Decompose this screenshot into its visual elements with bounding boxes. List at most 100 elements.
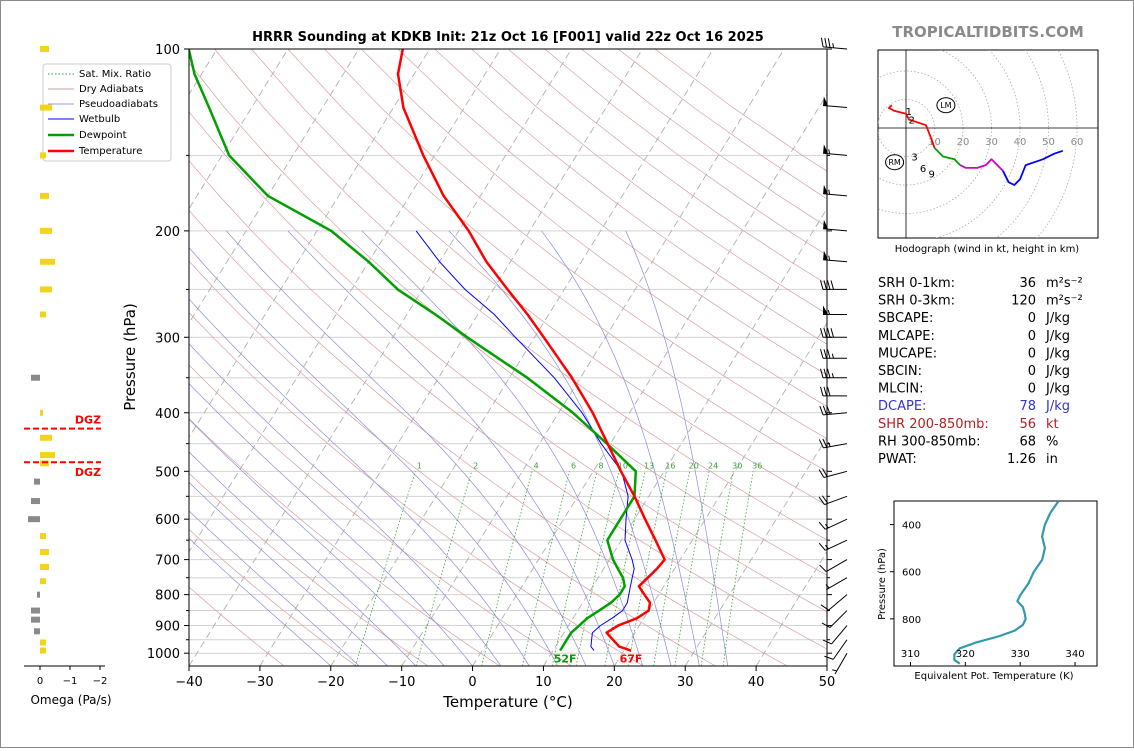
hodograph-trace — [888, 104, 936, 149]
wind-barb — [823, 305, 847, 315]
index-label: PWAT: — [878, 452, 917, 467]
barb-full — [819, 564, 827, 572]
dry-adiabat — [189, 260, 716, 666]
barb-full — [820, 368, 824, 378]
omega-bar — [40, 563, 49, 570]
dry-adiabat — [189, 586, 285, 666]
index-label: SHR 200-850mb: — [878, 417, 989, 432]
omega-bar — [31, 607, 40, 614]
hodograph-ring-label: 20 — [957, 137, 970, 148]
wind-barb — [818, 539, 848, 551]
hodograph-ring-label: 10 — [928, 137, 941, 148]
hodograph-trace — [933, 147, 961, 166]
wind-barb — [819, 559, 848, 573]
dry-adiabat — [189, 209, 788, 666]
index-unit: % — [1046, 434, 1058, 449]
skewt-background: 1 2 4 6 8 10 13 16 20 24 30 36 — [1, 49, 827, 666]
barb-half — [828, 189, 831, 195]
dry-adiabat — [189, 111, 827, 613]
storm-motion-marker — [936, 97, 956, 114]
index-value: 120 — [1011, 294, 1036, 309]
mixing-ratio-label: 36 — [752, 461, 762, 470]
hodograph-height-label: 9 — [928, 170, 934, 181]
dry-adiabat — [471, 49, 827, 315]
theta-e-y-tick-label: 800 — [902, 615, 921, 626]
barb-half — [825, 523, 829, 529]
hodograph: 10 20 30 40 50 60 12 369 LM RM — [877, 49, 1099, 239]
omega-bar — [40, 104, 52, 111]
wind-barb — [824, 639, 848, 660]
mixing-ratio-line — [551, 471, 598, 666]
skewt-frame — [188, 48, 828, 667]
legend-label-dry-adiabats: Dry Adiabats — [79, 84, 143, 95]
x-tick-label: −10 — [388, 675, 415, 690]
pseudoadiabat — [189, 451, 417, 666]
dry-adiabat — [189, 62, 827, 576]
isotherm--50 — [189, 49, 502, 553]
omega-bar — [40, 452, 55, 459]
isotherm--120 — [1, 49, 4, 666]
barb-half — [825, 544, 829, 550]
surface-dewpoint-label: 52F — [554, 653, 577, 666]
dry-adiabat — [324, 49, 827, 440]
barb-full — [820, 37, 824, 47]
omega-tick-label: 0 — [37, 676, 43, 687]
skewt-axes: 52F 67F1002003004005006007008009001000−40… — [147, 43, 835, 690]
barb-full — [827, 349, 831, 359]
mixing-ratio-line — [575, 471, 620, 666]
barb-full — [821, 495, 829, 504]
legend-label-mixing-ratio: Sat. Mix. Ratio — [79, 69, 151, 80]
omega-bar — [40, 578, 46, 585]
dry-adiabat — [287, 49, 827, 472]
omega-bar — [40, 533, 46, 540]
omega-bar — [28, 516, 40, 523]
wind-barb — [820, 594, 848, 611]
pseudoadiabat — [361, 230, 644, 666]
barb-staff — [832, 639, 848, 660]
barb-staff — [825, 577, 848, 591]
mixing-ratio-line — [354, 471, 416, 666]
hodograph-trace — [959, 158, 1004, 172]
mixing-ratio-label: 6 — [571, 461, 576, 470]
pseudoadiabat — [541, 230, 700, 666]
barb-full — [818, 542, 826, 551]
barb-full — [818, 521, 826, 530]
omega-bar — [40, 46, 49, 52]
barb-staff — [823, 443, 848, 449]
omega-bar — [40, 227, 52, 234]
chart-title: HRRR Sounding at KDKB Init: 21z Oct 16 [… — [252, 30, 764, 45]
mixing-ratio-line — [653, 471, 691, 666]
hodograph-trace — [1002, 149, 1064, 186]
barb-flag — [823, 184, 829, 195]
storm-motion-label: LM — [940, 101, 951, 110]
mixing-ratio-label: 4 — [534, 461, 539, 470]
wind-barb — [823, 219, 848, 232]
dgz-label: DGZ — [75, 466, 101, 479]
barb-half — [828, 149, 831, 154]
theta-e-panel: 310 320 330 340 400 600 800 — [890, 500, 1098, 667]
wind-barb — [820, 328, 847, 338]
pseudoadiabat — [189, 510, 360, 666]
index-value: 0 — [1028, 364, 1036, 379]
mixing-ratio-line — [604, 471, 646, 666]
legend-label-pseudoadiabats: Pseudoadiabats — [79, 99, 158, 110]
theta-e-plot — [953, 501, 1060, 665]
dry-adiabat — [189, 312, 644, 666]
index-label: MLCIN: — [878, 382, 923, 397]
wind-barb — [818, 518, 848, 530]
index-value: 56 — [1019, 417, 1036, 432]
barb-half — [825, 584, 830, 589]
pseudoadiabat — [189, 537, 332, 666]
barb-staff — [824, 495, 848, 506]
barb-full — [823, 280, 827, 290]
pseudoadiabat — [448, 230, 672, 666]
barb-full — [823, 328, 827, 338]
dry-adiabat — [251, 49, 827, 506]
mixing-ratio-label: 30 — [732, 461, 742, 470]
wind-barb — [823, 250, 848, 263]
barb-full — [830, 328, 834, 338]
omega-bar — [31, 616, 40, 623]
wind-barb — [818, 438, 848, 449]
barb-full — [824, 37, 828, 48]
omega-bar — [40, 409, 43, 416]
